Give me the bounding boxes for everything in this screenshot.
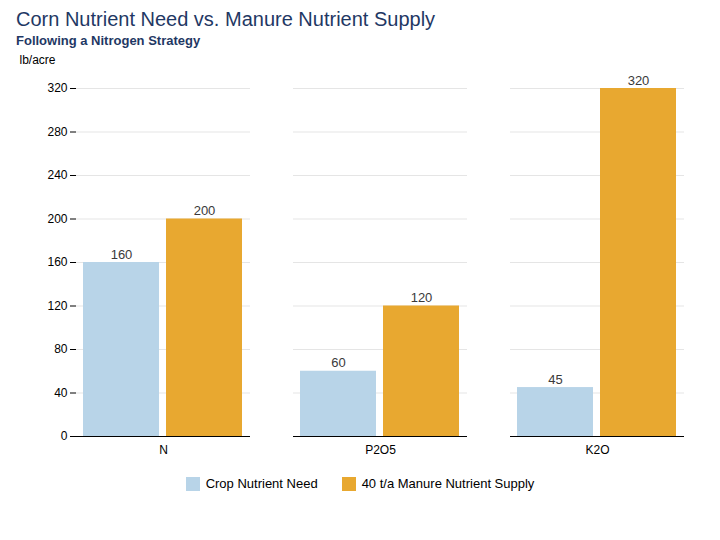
svg-text:P2O5: P2O5: [365, 443, 396, 457]
svg-text:200: 200: [194, 203, 216, 218]
svg-text:280: 280: [47, 125, 67, 139]
html-text:Corn Nutrient Need vs. Manure: Corn Nutrient Need vs. Manure Nutrient S…: [16, 8, 436, 30]
html-text:40 t/a Manure Nutrient Supply: 40 t/a Manure Nutrient Supply: [361, 476, 535, 491]
svg-text:200: 200: [47, 212, 67, 226]
svg-text:60: 60: [331, 355, 345, 370]
svg-text:K2O: K2O: [585, 443, 609, 457]
svg-text:320: 320: [47, 81, 67, 95]
svg-text:160: 160: [47, 255, 67, 269]
svg-text:120: 120: [47, 299, 67, 313]
svg-text:320: 320: [628, 73, 650, 88]
svg-text:160: 160: [111, 247, 133, 262]
html-text:Crop Nutrient Need: Crop Nutrient Need: [205, 476, 318, 491]
svg-text:lb/acre: lb/acre: [20, 53, 56, 67]
svg-text:120: 120: [411, 290, 433, 305]
svg-text:N: N: [159, 443, 168, 457]
html-text:Following a Nitrogen Strategy: Following a Nitrogen Strategy: [16, 33, 201, 48]
svg-text:80: 80: [54, 342, 68, 356]
svg-text:0: 0: [61, 429, 68, 443]
svg-text:45: 45: [548, 372, 562, 387]
svg-text:40: 40: [54, 386, 68, 400]
svg-text:240: 240: [47, 168, 67, 182]
